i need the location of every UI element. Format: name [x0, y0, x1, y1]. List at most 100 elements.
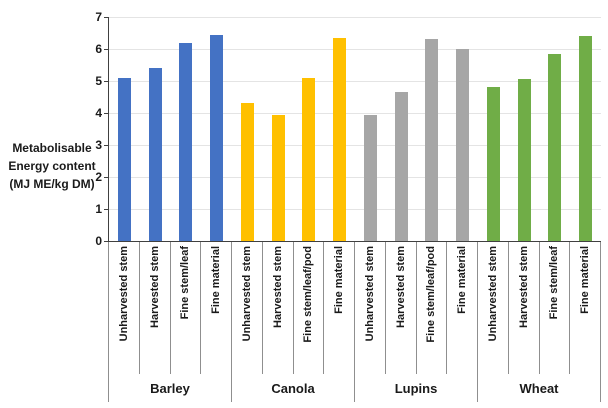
y-tick-label-5: 5 — [95, 74, 102, 88]
bar-slot — [478, 17, 509, 241]
category-label-row: Unharvested stem Harvested stem Fine stem/… — [108, 242, 601, 374]
category-label-cell: Fine material — [570, 242, 601, 374]
bar-canola-3 — [302, 77, 316, 241]
bar-barley-3 — [179, 42, 193, 241]
category-label-cell: Fine stem/leaf — [540, 242, 571, 374]
bar-barley-1 — [117, 77, 131, 241]
bar-slot — [324, 17, 355, 241]
category-label: Harvested stem — [394, 246, 407, 328]
bar-slot — [140, 17, 171, 241]
category-label-cell: Unharvested stem — [355, 242, 386, 374]
bar-slot — [447, 17, 478, 241]
bar-barley-2 — [148, 68, 162, 241]
x-axis-line — [108, 241, 601, 242]
y-tick-label-3: 3 — [95, 138, 102, 152]
gridline-5 — [109, 81, 601, 82]
y-tick-mark — [104, 145, 109, 146]
category-label-cell: Fine stem/leaf — [171, 242, 202, 374]
bar-lupins-4 — [456, 49, 470, 241]
y-axis-title-line2: Energy content — [8, 159, 96, 173]
category-label-cell: Unharvested stem — [478, 242, 509, 374]
category-label-cell: Fine material — [324, 242, 355, 374]
y-tick-label-6: 6 — [95, 42, 102, 56]
y-tick-label-4: 4 — [95, 106, 102, 120]
category-label: Fine stem/leaf/pod — [302, 246, 315, 343]
bar-wheat-2 — [517, 79, 531, 241]
bar-slot — [263, 17, 294, 241]
bar-barley-4 — [210, 34, 224, 241]
category-label: Fine stem/leaf — [179, 246, 192, 320]
y-tick-label-0: 0 — [95, 234, 102, 248]
y-axis-title-line3: (MJ ME/kg DM) — [9, 177, 95, 191]
category-label: Harvested stem — [517, 246, 530, 328]
bar-slot — [294, 17, 325, 241]
category-label: Fine material — [579, 246, 592, 314]
gridline-4 — [109, 113, 601, 114]
bar-lupins-3 — [425, 39, 439, 241]
category-label-cell: Unharvested stem — [109, 242, 140, 374]
bar-series — [109, 17, 601, 241]
category-label-cell: Harvested stem — [263, 242, 294, 374]
bar-slot — [201, 17, 232, 241]
bar-group-lupins — [355, 17, 478, 241]
bar-group-barley — [109, 17, 232, 241]
category-label: Fine stem/leaf — [548, 246, 561, 320]
bar-wheat-3 — [548, 53, 562, 241]
bar-slot — [417, 17, 448, 241]
bar-canola-2 — [271, 114, 285, 241]
y-tick-label-7: 7 — [95, 10, 102, 24]
y-tick-mark — [104, 241, 109, 242]
group-label-canola: Canola — [232, 374, 355, 402]
bar-slot — [386, 17, 417, 241]
y-axis-title: Metabolisable Energy content (MJ ME/kg D… — [0, 139, 104, 193]
bar-lupins-1 — [363, 114, 377, 241]
bar-wheat-4 — [579, 36, 593, 241]
bar-slot — [355, 17, 386, 241]
category-label-cell: Fine material — [201, 242, 232, 374]
bar-slot — [232, 17, 263, 241]
y-tick-mark — [104, 49, 109, 50]
group-label-wheat: Wheat — [478, 374, 601, 402]
category-label: Unharvested stem — [363, 246, 376, 342]
bar-slot — [109, 17, 140, 241]
y-axis-title-line1: Metabolisable — [12, 141, 92, 155]
bar-group-wheat — [478, 17, 601, 241]
group-label-row: Barley Canola Lupins Wheat — [108, 374, 601, 402]
category-label: Unharvested stem — [240, 246, 253, 342]
bar-slot — [540, 17, 571, 241]
category-label: Harvested stem — [148, 246, 161, 328]
bar-slot — [171, 17, 202, 241]
y-tick-mark — [104, 17, 109, 18]
bar-wheat-1 — [486, 87, 500, 241]
category-label-cell: Harvested stem — [140, 242, 171, 374]
category-label: Unharvested stem — [486, 246, 499, 342]
category-label-cell: Fine stem/leaf/pod — [294, 242, 325, 374]
gridline-6 — [109, 49, 601, 50]
category-label: Fine material — [456, 246, 469, 314]
group-label-barley: Barley — [109, 374, 232, 402]
y-tick-label-2: 2 — [95, 170, 102, 184]
gridline-2 — [109, 177, 601, 178]
category-label-cell: Unharvested stem — [232, 242, 263, 374]
category-label-cell: Harvested stem — [386, 242, 417, 374]
bar-canola-4 — [333, 37, 347, 241]
bar-slot — [509, 17, 540, 241]
plot-area — [108, 17, 601, 241]
bar-group-canola — [232, 17, 355, 241]
y-tick-mark — [104, 113, 109, 114]
category-label-cell: Fine stem/leaf/pod — [417, 242, 448, 374]
bar-canola-1 — [240, 103, 254, 241]
category-label-cell: Harvested stem — [509, 242, 540, 374]
category-label: Unharvested stem — [117, 246, 130, 342]
bar-lupins-2 — [394, 92, 408, 241]
bar-slot — [570, 17, 601, 241]
y-tick-mark — [104, 209, 109, 210]
gridline-3 — [109, 145, 601, 146]
category-label: Fine material — [210, 246, 223, 314]
y-tick-label-1: 1 — [95, 202, 102, 216]
group-label-lupins: Lupins — [355, 374, 478, 402]
gridline-1 — [109, 209, 601, 210]
gridline-7 — [109, 17, 601, 18]
category-label: Fine stem/leaf/pod — [425, 246, 438, 343]
